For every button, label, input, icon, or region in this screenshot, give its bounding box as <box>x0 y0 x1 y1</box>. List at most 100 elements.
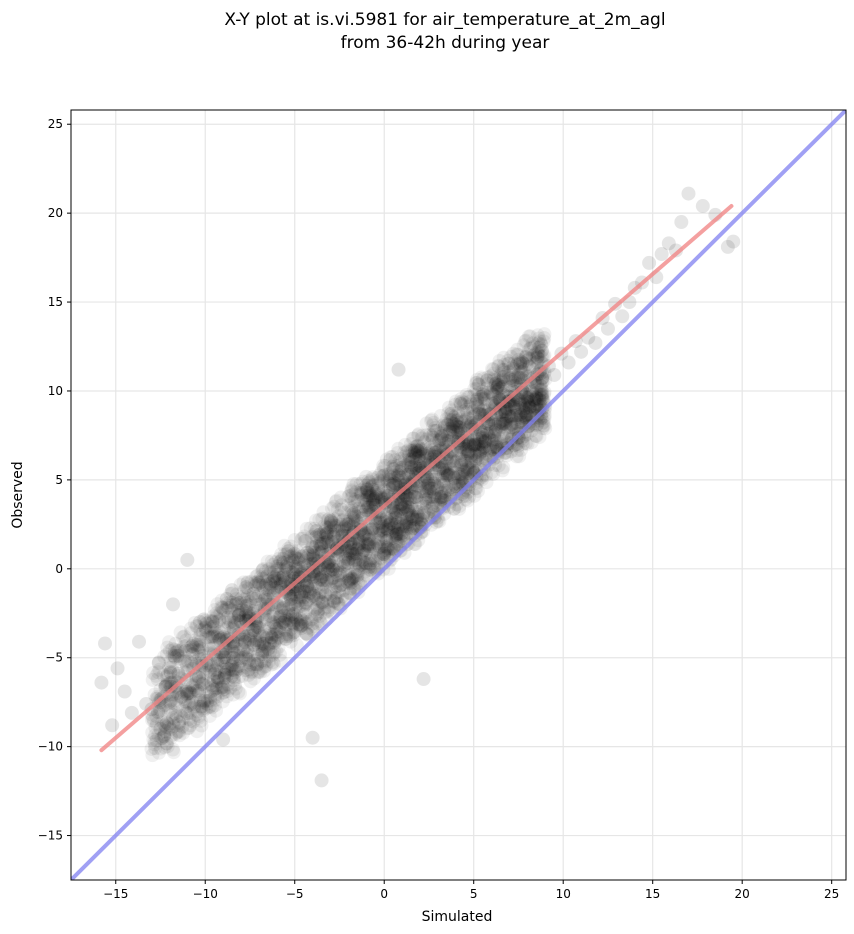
data-point <box>461 445 476 460</box>
data-point <box>186 636 201 651</box>
data-point <box>294 621 309 636</box>
data-point <box>362 536 377 551</box>
data-point <box>534 336 549 351</box>
data-point <box>295 598 310 613</box>
data-point <box>335 523 350 538</box>
data-point <box>339 568 354 583</box>
data-point <box>481 429 496 444</box>
data-point <box>390 446 405 461</box>
data-point <box>162 687 177 702</box>
data-point <box>413 478 428 493</box>
data-point <box>309 529 324 544</box>
data-point <box>347 521 362 536</box>
data-point <box>386 478 401 493</box>
data-point <box>501 424 516 439</box>
data-point <box>468 451 483 466</box>
data-point <box>224 669 239 684</box>
data-point <box>234 591 249 606</box>
data-point <box>600 321 615 336</box>
data-point <box>535 349 550 364</box>
data-point <box>294 531 309 546</box>
data-point <box>424 485 439 500</box>
data-point <box>219 592 234 607</box>
data-point <box>484 465 499 480</box>
data-point <box>509 412 524 427</box>
data-point <box>173 643 188 658</box>
data-point <box>351 536 366 551</box>
data-point <box>323 514 338 529</box>
data-point <box>463 397 478 412</box>
data-point <box>409 460 424 475</box>
data-point <box>497 426 512 441</box>
data-point <box>385 520 400 535</box>
data-point <box>365 495 380 510</box>
data-point <box>536 334 551 349</box>
data-point <box>654 247 669 262</box>
data-point <box>469 481 484 496</box>
data-point <box>316 505 331 520</box>
data-point <box>474 444 489 459</box>
data-point <box>239 659 254 674</box>
data-point <box>329 591 344 606</box>
data-point <box>261 573 276 588</box>
data-point <box>282 616 297 631</box>
data-point <box>239 598 254 613</box>
data-point <box>483 441 498 456</box>
data-point <box>321 520 336 535</box>
data-point <box>522 400 537 415</box>
data-point <box>272 561 287 576</box>
data-point <box>314 539 329 554</box>
data-point <box>373 527 388 542</box>
data-point <box>222 662 237 677</box>
data-point <box>285 607 300 622</box>
data-point <box>473 392 488 407</box>
data-point <box>256 629 271 644</box>
data-point <box>511 368 526 383</box>
data-point <box>264 631 279 646</box>
data-point <box>454 467 469 482</box>
data-point <box>408 444 423 459</box>
data-points <box>94 186 741 788</box>
data-point <box>209 662 224 677</box>
data-point <box>486 437 501 452</box>
data-point <box>168 636 183 651</box>
data-point <box>312 542 327 557</box>
data-point <box>361 488 376 503</box>
data-point <box>407 486 422 501</box>
data-point <box>163 730 178 745</box>
data-point <box>483 443 498 458</box>
data-point <box>221 601 236 616</box>
data-point <box>486 379 501 394</box>
data-point <box>385 449 400 464</box>
data-point <box>526 416 541 431</box>
data-point <box>469 392 484 407</box>
data-point <box>495 416 510 431</box>
data-point <box>315 594 330 609</box>
data-point <box>287 596 302 611</box>
data-point <box>499 413 514 428</box>
data-point <box>232 658 247 673</box>
data-point <box>228 681 243 696</box>
data-point <box>228 597 243 612</box>
data-point <box>150 672 165 687</box>
data-point <box>188 707 203 722</box>
data-point <box>379 543 394 558</box>
data-point <box>268 634 283 649</box>
data-point <box>328 580 343 595</box>
data-point <box>404 452 419 467</box>
data-point <box>214 599 229 614</box>
data-point <box>218 647 233 662</box>
data-point <box>157 649 172 664</box>
data-point <box>202 708 217 723</box>
data-point <box>250 620 265 635</box>
data-point <box>353 522 368 537</box>
data-point <box>507 398 522 413</box>
data-point <box>342 573 357 588</box>
data-point <box>285 608 300 623</box>
data-point <box>199 701 214 716</box>
data-point <box>265 615 280 630</box>
data-point <box>312 567 327 582</box>
data-point <box>203 613 218 628</box>
data-point <box>407 440 422 455</box>
data-point <box>519 408 534 423</box>
